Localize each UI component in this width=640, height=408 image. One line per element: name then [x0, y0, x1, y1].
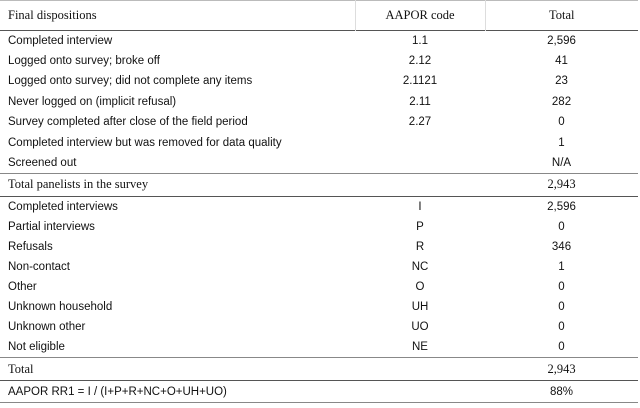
table-cell: Completed interviews: [8, 200, 118, 213]
table-cell: Final dispositions: [8, 8, 97, 22]
table-cell: [355, 381, 485, 403]
table-row: Other O 0: [0, 277, 638, 297]
table-cell: 0: [558, 281, 565, 294]
table-cell: 2,596: [547, 200, 576, 213]
table-cell: Screened out: [8, 156, 77, 169]
table-row: Final dispositions AAPOR code Total: [0, 0, 638, 31]
table-cell: Completed interview but was removed for …: [8, 136, 282, 149]
table-cell: [355, 358, 485, 381]
table-row: AAPOR RR1 = I / (I+P+R+NC+O+UH+UO) 88%: [0, 381, 638, 403]
table-cell: Unknown other: [8, 321, 86, 334]
table-row: Logged onto survey; broke off 2.12 41: [0, 51, 638, 71]
table-cell: 1: [558, 136, 565, 149]
table-cell: N/A: [551, 156, 572, 169]
table-row: Completed interview 1.1 2,596: [0, 31, 638, 51]
table-cell: 2,943: [547, 361, 576, 376]
table-cell: 0: [558, 220, 565, 233]
table-cell: R: [415, 240, 425, 253]
table-cell: 2,596: [547, 34, 576, 47]
table-cell: 23: [555, 75, 568, 88]
table-cell: Total: [484, 0, 638, 31]
table-cell: 1.1: [412, 34, 428, 47]
table-cell: I: [418, 200, 422, 213]
table-cell: Other: [8, 281, 37, 294]
table-cell: UO: [411, 321, 429, 334]
table-cell: Total: [8, 361, 34, 376]
table-cell: NC: [411, 260, 429, 273]
table-row: Completed interview but was removed for …: [0, 132, 638, 152]
table-row: Unknown other UO 0: [0, 317, 638, 337]
table-cell: 0: [558, 116, 565, 129]
table-row: Total panelists in the survey 2,943: [0, 173, 638, 197]
table-cell: Survey completed after close of the fiel…: [8, 116, 248, 129]
table-row: Survey completed after close of the fiel…: [0, 112, 638, 132]
table-row: Never logged on (implicit refusal) 2.11 28…: [0, 92, 638, 112]
table-row: Unknown household UH 0: [0, 297, 638, 317]
table-cell: Never logged on (implicit refusal): [8, 95, 177, 108]
table-cell: Logged onto survey; did not complete any…: [8, 75, 253, 88]
table-cell: 346: [551, 240, 572, 253]
table-cell: 0: [558, 341, 565, 354]
table-cell: 0: [558, 301, 565, 314]
table-cell: 0: [558, 321, 565, 334]
table-cell: 88%: [549, 385, 574, 398]
table-cell: Total panelists in the survey: [8, 177, 149, 192]
table-cell: Not eligible: [8, 341, 65, 354]
table-row: Not eligible NE 0: [0, 338, 638, 358]
table-row: Screened out N/A: [0, 153, 638, 173]
table-cell: O: [415, 281, 425, 294]
table-cell: [355, 132, 485, 152]
table-cell: Non-contact: [8, 260, 71, 273]
table-cell: 41: [555, 55, 568, 68]
table-cell: 2.27: [408, 116, 432, 129]
table-cell: Partial interviews: [8, 220, 95, 233]
table-row: Refusals R 346: [0, 237, 638, 257]
table-row: Total 2,943: [0, 357, 638, 381]
table-row: Partial interviews P 0: [0, 216, 638, 236]
table-cell: NE: [412, 341, 428, 354]
table-cell: 2.1121: [402, 75, 438, 88]
table-cell: 2,943: [547, 177, 576, 192]
table-cell: Completed interview: [8, 34, 113, 47]
table-cell: 2.12: [408, 55, 432, 68]
table-cell: 282: [551, 95, 572, 108]
table-cell: UH: [411, 301, 429, 314]
table-row: Non-contact NC 1: [0, 257, 638, 277]
table-cell: AAPOR code: [354, 0, 485, 31]
table-cell: [355, 153, 485, 173]
table-cell: [355, 173, 485, 196]
table-row: Completed interviews I 2,596: [0, 196, 638, 216]
table-row: Logged onto survey; did not complete any…: [0, 71, 638, 91]
table-cell: 1: [558, 260, 565, 273]
table-cell: Refusals: [8, 240, 53, 253]
table-cell: 2.11: [409, 95, 431, 108]
table-cell: P: [416, 220, 424, 233]
table-cell: AAPOR RR1 = I / (I+P+R+NC+O+UH+UO): [8, 385, 227, 398]
table-cell: Logged onto survey; broke off: [8, 55, 160, 68]
table-cell: Unknown household: [8, 301, 113, 314]
